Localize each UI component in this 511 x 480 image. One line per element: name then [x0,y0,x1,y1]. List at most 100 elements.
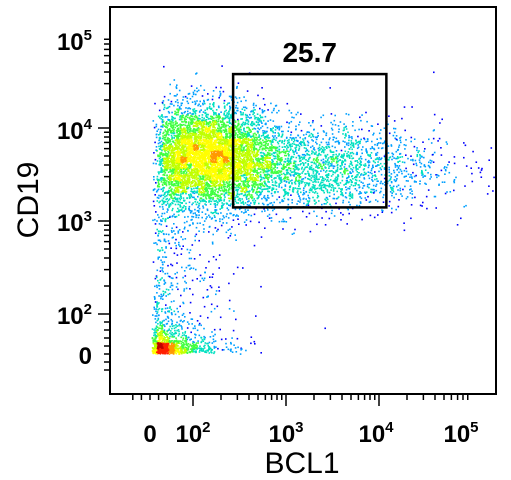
event-dot [165,134,168,137]
event-dot [252,181,254,183]
event-dot [262,139,264,142]
event-dot [220,138,223,140]
event-dot [211,130,214,133]
event-dot [198,123,201,126]
event-dot [182,114,184,117]
event-dot [177,104,179,107]
event-dot [180,208,183,211]
event-dot [206,108,208,111]
event-dot [214,127,216,129]
event-dot [217,184,220,187]
event-dot [240,167,243,170]
event-dot [214,121,216,123]
event-dot [200,128,203,130]
event-dot [184,178,186,180]
event-dot [234,170,237,172]
event-dot [221,206,224,209]
event-dot [247,121,250,123]
event-dot [196,139,198,141]
event-dot [215,159,217,161]
event-dot [214,168,217,171]
event-dot [179,116,181,118]
event-dot [159,160,161,162]
event-dot [175,181,177,183]
event-dot [173,79,176,81]
event-dot [214,176,216,178]
event-dot [191,182,194,184]
event-dot [215,188,218,190]
event-dot [194,149,196,151]
event-dot [178,171,180,174]
event-dot [272,172,275,175]
event-dot [293,232,295,235]
event-dot [188,197,191,200]
event-dot [215,135,217,137]
event-dot [190,148,193,150]
event-dot [169,144,171,147]
event-dot [244,106,247,109]
event-dot [185,171,188,173]
event-dot [202,167,205,170]
event-dot [192,216,195,218]
event-dot [246,90,249,92]
event-dot [180,193,182,195]
event-dot [220,111,222,113]
event-dot [266,135,268,137]
event-dot [211,165,213,167]
event-dot [201,153,204,155]
event-dot [221,162,224,164]
event-dot [217,132,220,134]
event-dot [191,142,194,144]
event-dot [222,151,225,153]
event-dot [276,147,279,149]
event-dot [248,155,250,158]
event-dot [180,123,183,126]
event-dot [253,122,255,125]
event-dot [172,151,175,154]
event-dot [177,130,180,132]
event-dot [212,164,214,166]
event-dot [176,131,178,134]
event-dot [173,117,176,120]
event-dot [226,152,229,155]
event-dot [264,140,266,143]
event-dot [182,151,184,153]
event-dot [220,131,222,133]
event-dot [230,142,233,144]
event-dot [162,135,164,137]
event-dot [251,194,253,196]
event-dot [181,148,183,150]
event-dot [214,145,217,148]
event-dot [295,125,297,128]
event-dot [254,201,256,204]
event-dot [294,183,297,185]
event-dot [179,139,181,141]
event-dot [189,184,192,186]
event-dot [205,217,207,220]
event-dot [198,155,201,157]
event-dot [215,209,218,211]
event-dot [218,198,220,201]
event-dot [242,140,245,143]
event-dot [211,193,214,195]
event-dot [246,150,248,152]
event-dot [259,107,261,110]
event-dot [222,169,225,171]
event-dot [184,191,187,194]
event-dot [235,161,238,164]
event-dot [213,117,215,119]
event-dot [204,149,207,151]
event-dot [196,170,198,173]
event-dot [221,161,224,163]
event-dot [188,167,191,170]
event-dot [165,184,168,187]
event-dot [254,142,256,145]
event-dot [261,164,264,166]
event-dot [306,140,309,143]
event-dot [237,159,239,161]
event-dot [207,125,210,128]
event-dot [171,146,174,148]
event-dot [267,197,270,199]
event-dot [221,140,223,142]
event-dot [225,146,228,149]
